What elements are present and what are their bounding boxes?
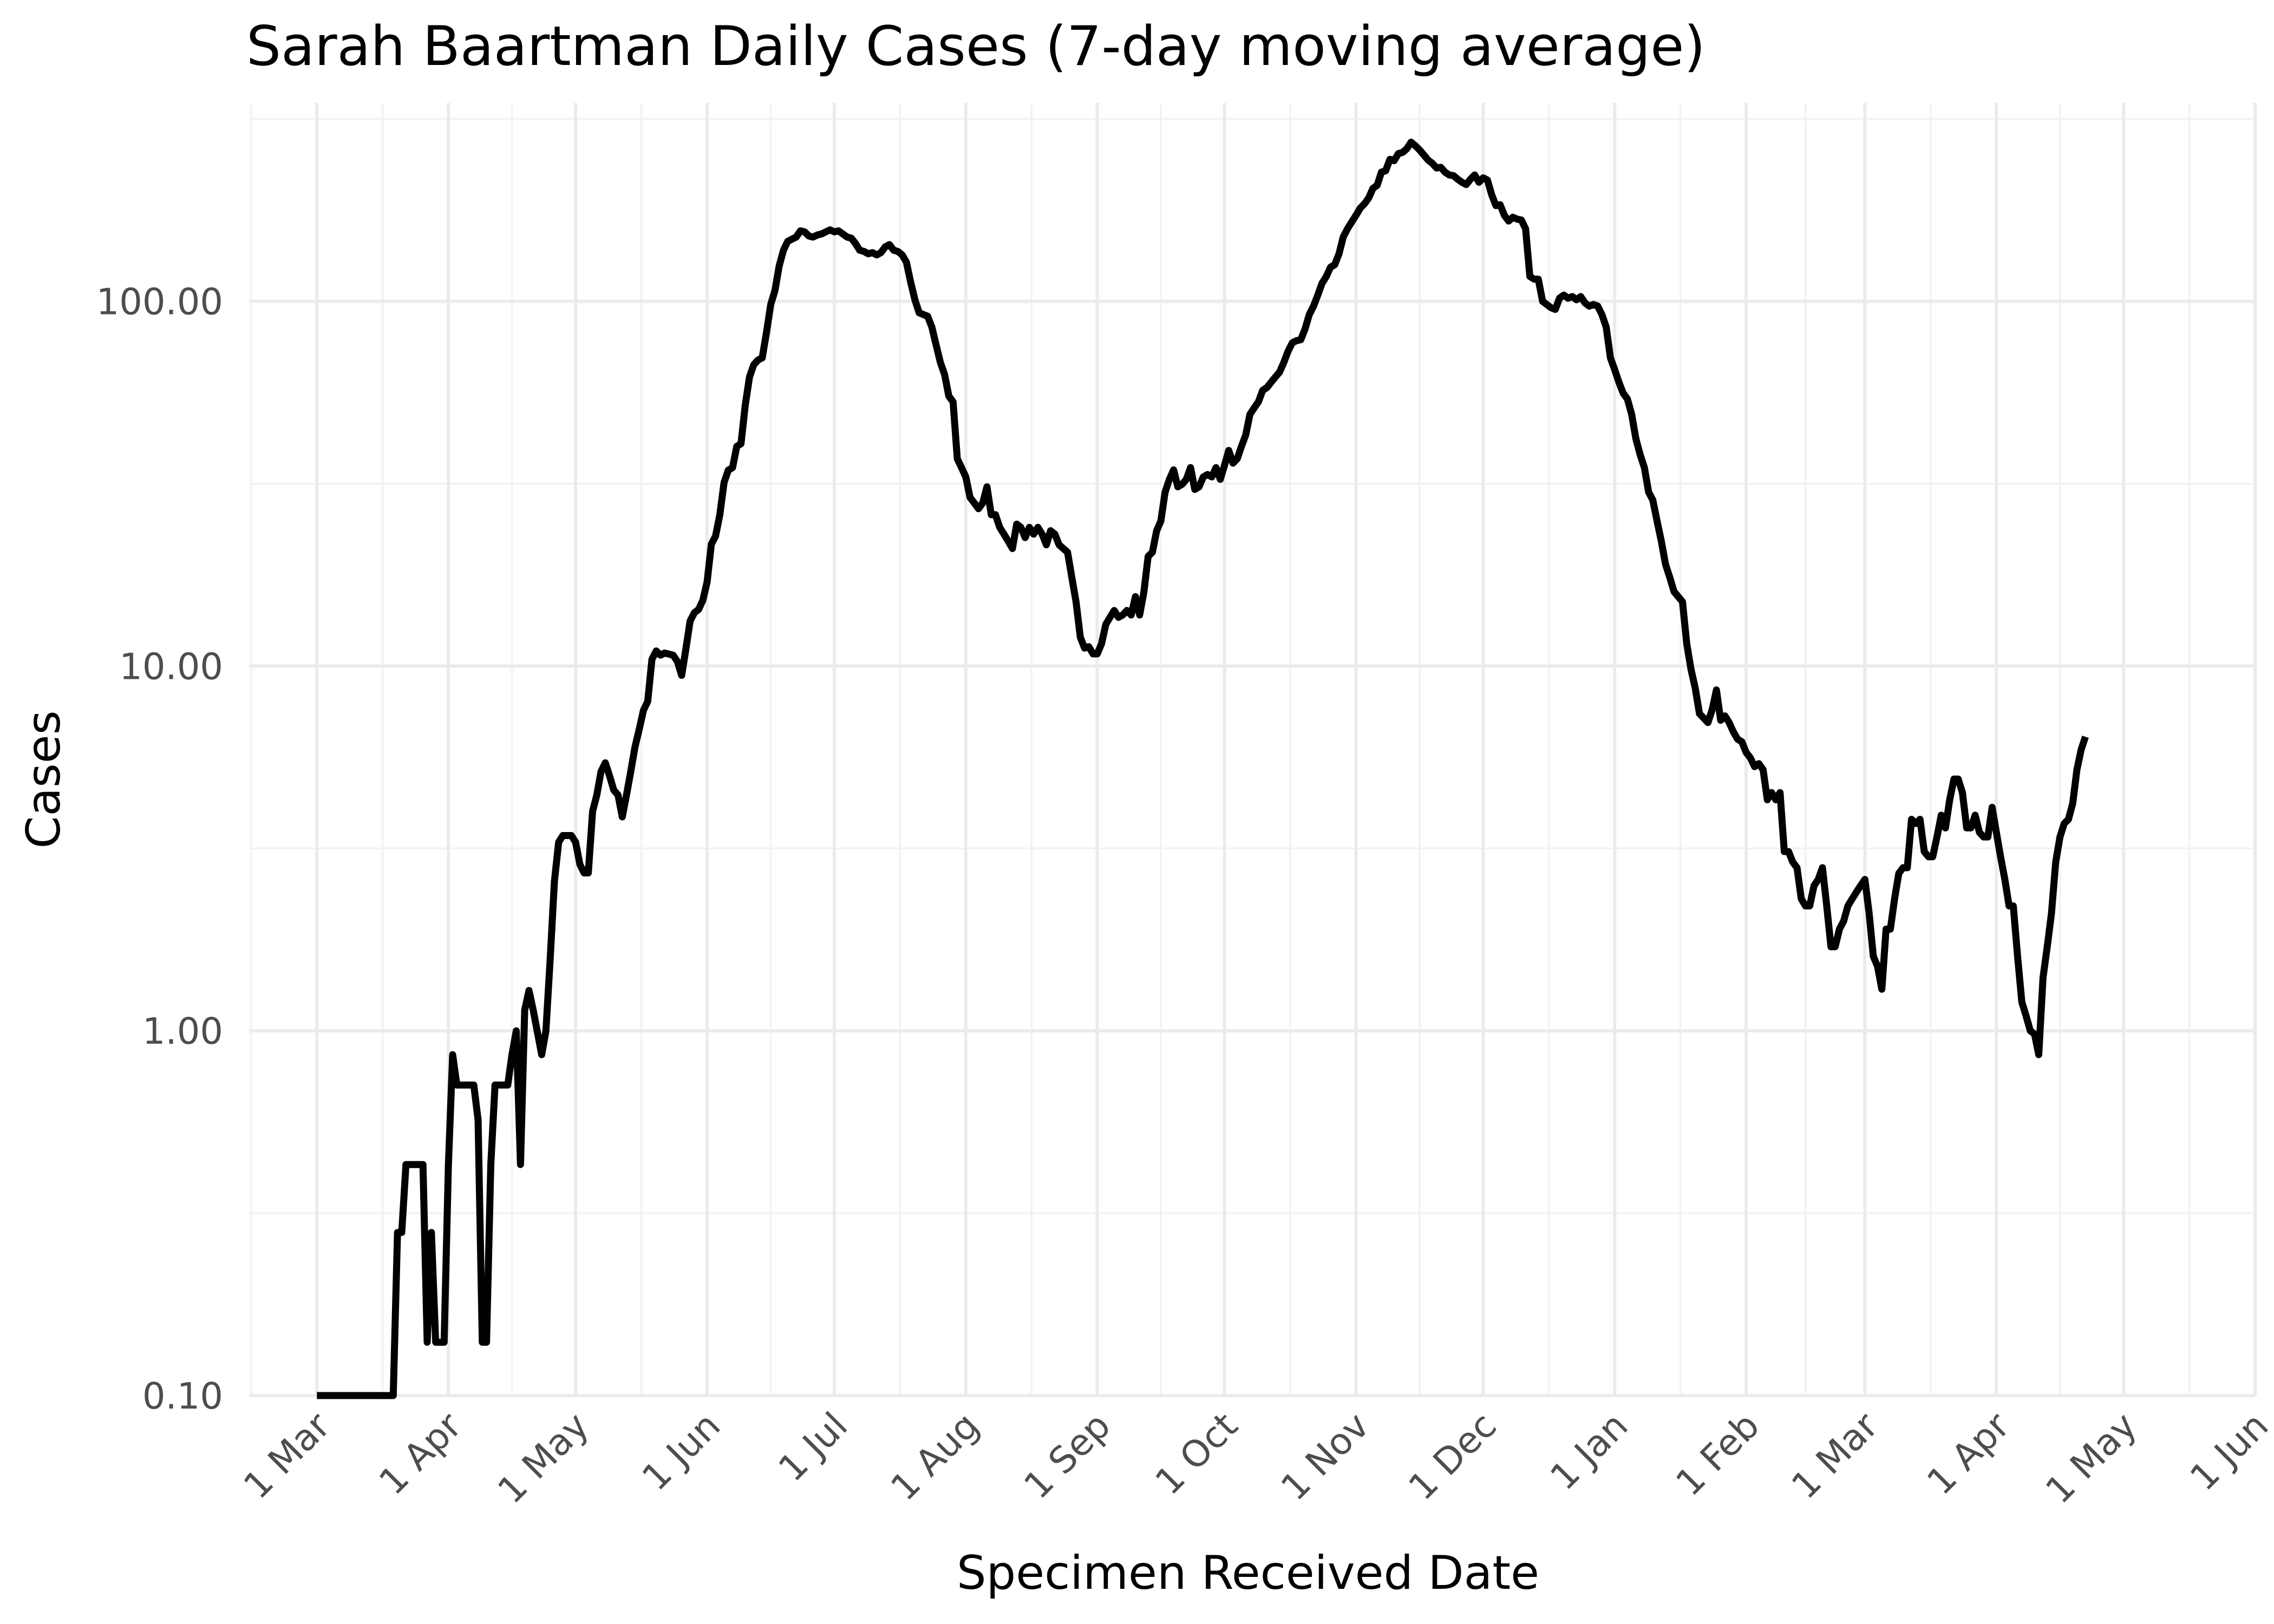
y-tick-label: 1.00: [142, 1010, 223, 1052]
series-line: [317, 139, 2089, 1399]
x-axis-title: Specimen Received Date: [957, 1546, 1539, 1600]
y-tick-label: 10.00: [119, 645, 223, 687]
grid-lines: [249, 103, 2257, 1397]
chart-title: Sarah Baartman Daily Cases (7-day moving…: [246, 14, 1706, 78]
series-layer: [317, 139, 2089, 1399]
y-tick-label: 100.00: [96, 281, 223, 323]
y-axis-title: Cases: [17, 710, 71, 848]
y-tick-label: 0.10: [142, 1375, 223, 1417]
y-axis: 0.10 1.00 10.00 100.00: [96, 281, 223, 1417]
